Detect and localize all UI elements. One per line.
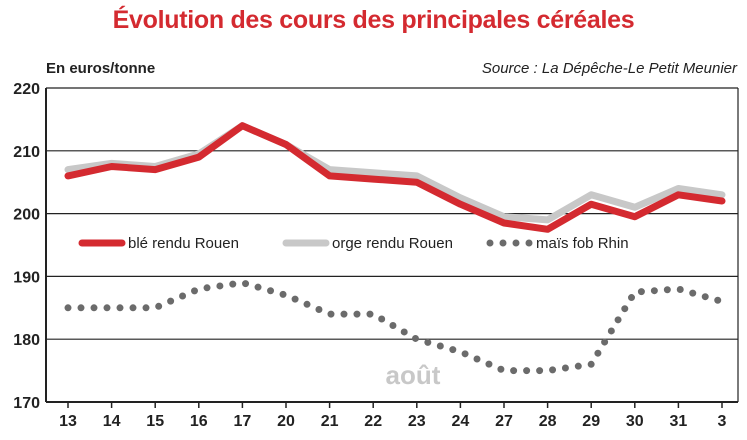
x-tick-label-13: 13 — [59, 413, 77, 430]
x-tick-label-21: 21 — [321, 413, 339, 430]
x-tick-label-14: 14 — [103, 413, 121, 430]
x-tick-label-15: 15 — [146, 413, 164, 430]
series-line-ma-s-fob-rhin — [64, 279, 726, 375]
series-line-orge-rendu-rouen — [64, 122, 726, 224]
x-tick-label-16: 16 — [190, 413, 208, 430]
annotation-aout: août — [386, 360, 441, 390]
series-line-bl-rendu-rouen — [64, 122, 726, 233]
x-tick-label-30: 30 — [626, 413, 644, 430]
x-tick-label-27: 27 — [495, 413, 513, 430]
y-tick-label-200: 200 — [13, 207, 40, 224]
legend-label-orge-rendu-rouen: orge rendu Rouen — [332, 235, 453, 252]
y-tick-label-220: 220 — [13, 81, 40, 98]
x-tick-label-20: 20 — [277, 413, 295, 430]
x-tick-label-31: 31 — [670, 413, 688, 430]
x-tick-label-3: 3 — [718, 413, 727, 430]
x-tick-label-24: 24 — [452, 413, 470, 430]
x-axis-ticks: 13 14 15 16 17 20 21 22 23 24 27 28 29 30 31 3 — [59, 402, 727, 430]
legend-label-ma-s-fob-rhin: maïs fob Rhin — [536, 235, 629, 252]
y-tick-label-170: 170 — [13, 395, 40, 412]
series-layer — [64, 122, 726, 375]
x-tick-label-28: 28 — [539, 413, 557, 430]
legend: blé rendu Rouen orge rendu Rouen maïs fob … — [78, 235, 629, 252]
x-tick-label-23: 23 — [408, 413, 426, 430]
y-axis-ticks: 170 180 190 200 210 220 — [13, 81, 40, 412]
y-tick-label-210: 210 — [13, 144, 40, 161]
y-tick-label-190: 190 — [13, 269, 40, 286]
y-tick-label-180: 180 — [13, 332, 40, 349]
legend-label-bl-rendu-rouen: blé rendu Rouen — [128, 235, 239, 252]
source-label: Source : La Dépêche-Le Petit Meunier — [481, 60, 737, 77]
x-tick-label-29: 29 — [582, 413, 600, 430]
y-unit-label: En euros/tonne — [46, 60, 156, 77]
chart-title: Évolution des cours des principales céré… — [112, 6, 635, 34]
x-tick-label-22: 22 — [364, 413, 382, 430]
x-tick-label-17: 17 — [234, 413, 252, 430]
